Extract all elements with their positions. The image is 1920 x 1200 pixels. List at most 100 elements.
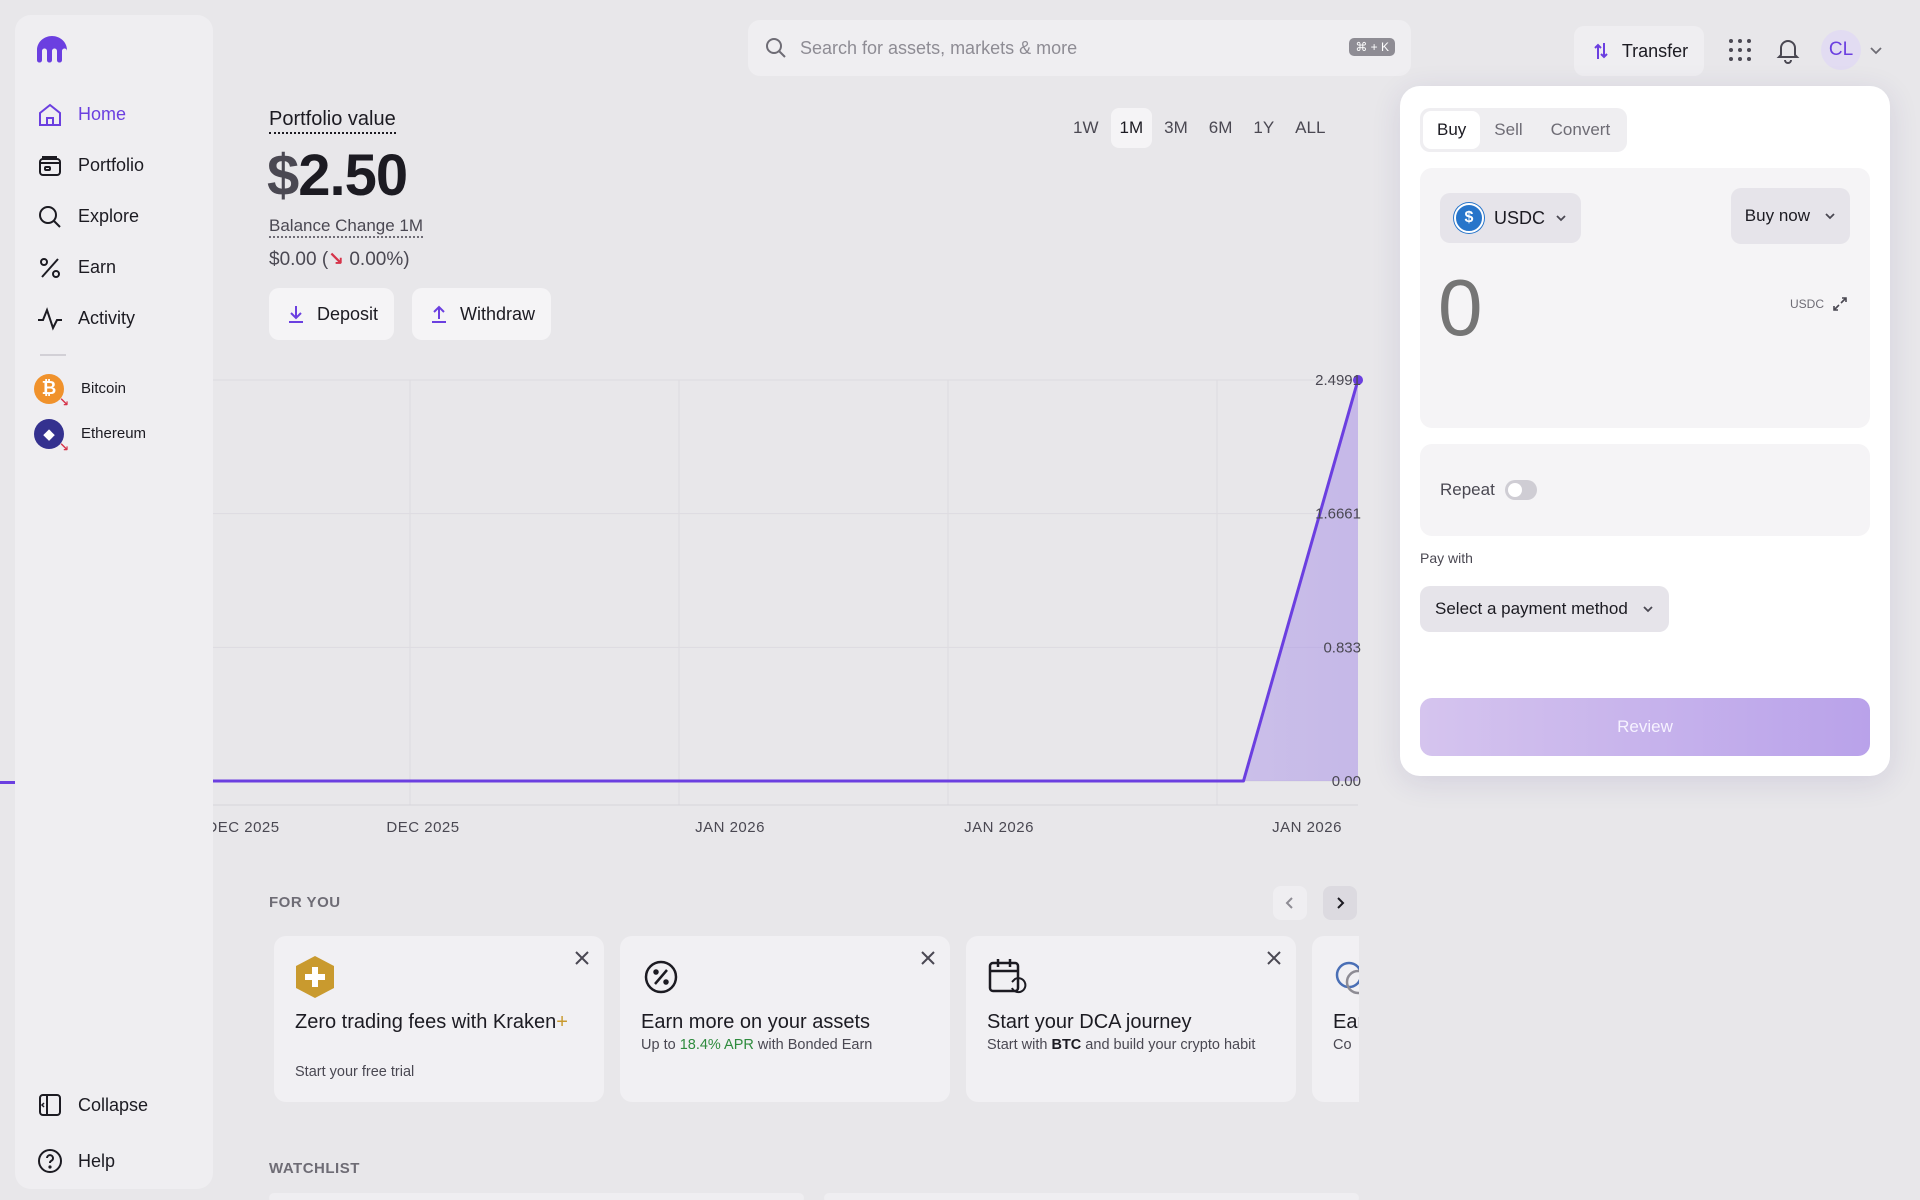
close-icon[interactable] [1264,948,1284,968]
for-you-title: FOR YOU [269,894,341,911]
order-mode-select[interactable]: Buy now [1730,188,1850,244]
promo-card[interactable]: Zero trading fees with Kraken+ Start you… [274,936,604,1102]
watchlist-title: WATCHLIST [269,1160,360,1177]
sidebar-asset-label: Bitcoin [81,380,127,397]
range-tab[interactable]: 1W [1073,118,1099,137]
apps-grid-icon[interactable] [1726,36,1754,64]
search-icon [766,38,786,58]
chevron-down-icon [1643,606,1653,613]
sidebar: Home Portfolio Explore Earn Activity ₿ ↘… [15,15,213,1189]
pay-with-label: Pay with [1420,550,1473,566]
search-bar[interactable]: ⌘ + K [748,20,1411,76]
sidebar-item-activity[interactable]: Activity [15,293,213,344]
y-tick-label: 0.833 [1323,639,1361,656]
sidebar-asset-label: Ethereum [81,425,147,442]
sidebar-item-label: Portfolio [78,155,145,175]
watchlist-card[interactable] [824,1193,1359,1200]
avatar[interactable]: CL [1821,30,1861,70]
withdraw-button[interactable]: Withdraw [412,288,552,340]
shortcut-badge: ⌘ + K [1349,38,1395,56]
amount-input[interactable] [1438,262,1758,354]
sidebar-asset-bitcoin[interactable]: ₿ ↘ Bitcoin [15,366,213,411]
close-icon[interactable] [918,948,938,968]
promo-card-subtitle: Start with BTC and build your crypto hab… [987,1035,1257,1055]
help-button[interactable]: Help [15,1133,213,1189]
bitcoin-icon: ₿ ↘ [34,373,69,409]
sidebar-item-portfolio[interactable]: Portfolio [15,140,213,191]
card-title-text: Zero trading fees with Kraken [295,1011,557,1033]
x-tick-label: JAN 2026 [964,819,1034,836]
promo-card[interactable]: Earn more on your assets Up to 18.4% APR… [620,936,950,1102]
carousel-next-button[interactable] [1323,886,1357,920]
calendar-repeat-icon [988,959,1027,994]
sidebar-item-label: Explore [78,206,140,226]
unit-toggle[interactable]: USDC [1790,296,1848,312]
help-icon [38,1149,62,1173]
promo-card-subtitle: Up to 18.4% APR with Bonded Earn [641,1035,931,1055]
promo-card[interactable]: Ear Co [1312,936,1359,1102]
transfer-button[interactable]: Transfer [1574,26,1704,76]
promo-card-subtitle: Start your free trial [295,1064,415,1080]
close-icon[interactable] [572,948,592,968]
portfolio-value-label[interactable]: Portfolio value [269,108,396,134]
range-tab[interactable]: 1M [1110,108,1153,148]
asset-select[interactable]: $ USDC [1440,193,1582,243]
search-input[interactable] [800,37,1340,59]
trend-down-icon: ↘ [58,394,69,409]
deposit-button[interactable]: Deposit [269,288,395,340]
collapse-button[interactable]: Collapse [15,1077,213,1133]
review-button[interactable]: Review [1420,698,1870,756]
repeat-label: Repeat [1440,480,1495,499]
sidebar-item-label: Home [78,104,127,124]
chevron-down-icon [1825,213,1835,220]
series-endpoint[interactable] [1353,375,1363,385]
range-tab[interactable]: 1Y [1253,118,1275,137]
sidebar-nav: Home Portfolio Explore Earn Activity ₿ ↘… [15,89,213,456]
promo-card-subtitle: Co [1333,1037,1352,1053]
subtitle-text: Start with [987,1037,1052,1053]
asset-select-label: USDC [1494,207,1546,228]
sidebar-footer: Collapse Help [15,1077,213,1189]
sidebar-asset-ethereum[interactable]: ◆ ↘ Ethereum [15,411,213,456]
balance-change-label[interactable]: Balance Change 1M [269,216,424,238]
portfolio-amount: 2.50 [298,143,408,208]
transfer-label: Transfer [1621,40,1689,61]
change-amount: $0.00 ( [269,249,329,270]
range-tab[interactable]: 6M [1208,118,1233,137]
repeat-toggle[interactable] [1504,480,1537,500]
trade-tabs: Buy Sell Convert [1420,108,1628,152]
percent-icon [40,257,60,278]
balance-change-value: $0.00 (↘ 0.00%) [269,248,410,271]
kraken-logo-icon[interactable] [35,34,69,64]
promo-card[interactable]: Start your DCA journey Start with BTC an… [966,936,1296,1102]
sidebar-item-earn[interactable]: Earn [15,242,213,293]
tab-buy[interactable]: Buy [1423,111,1481,149]
watchlist-card[interactable] [269,1193,804,1200]
x-tick-label: DEC 2025 [213,819,280,836]
search-icon [39,205,61,228]
repeat-row: Repeat [1420,444,1870,536]
x-tick-label: JAN 2026 [1272,819,1342,836]
tab-convert[interactable]: Convert [1550,120,1611,139]
tab-sell[interactable]: Sell [1494,120,1523,139]
payment-method-select[interactable]: Select a payment method [1420,586,1669,632]
asset-highlight: BTC [1051,1037,1082,1053]
sidebar-item-home[interactable]: Home [15,89,213,140]
sidebar-collapse-icon [39,1094,61,1116]
sidebar-item-explore[interactable]: Explore [15,191,213,242]
home-icon [39,103,61,126]
trend-down-icon: ↘ [328,249,345,270]
chart-y-axis: 2.4991 1.6661 0.833 0.00 [1315,372,1361,790]
chevron-down-icon [1556,215,1566,222]
deposit-label: Deposit [317,303,379,324]
unit-label: USDC [1789,297,1824,311]
bell-icon[interactable] [1774,36,1802,64]
carousel-prev-button[interactable] [1273,886,1307,920]
subtitle-text: Up to [641,1037,680,1053]
range-tab[interactable]: 3M [1164,118,1188,137]
portfolio-chart[interactable]: 2.4991 1.6661 0.833 0.00 DEC 2025 DEC 2025 JA… [213,360,1363,840]
range-tab[interactable]: ALL [1295,118,1326,137]
transfer-icon [1594,43,1608,59]
y-tick-label: 0.00 [1332,773,1361,790]
chevron-down-icon[interactable] [1868,42,1884,58]
